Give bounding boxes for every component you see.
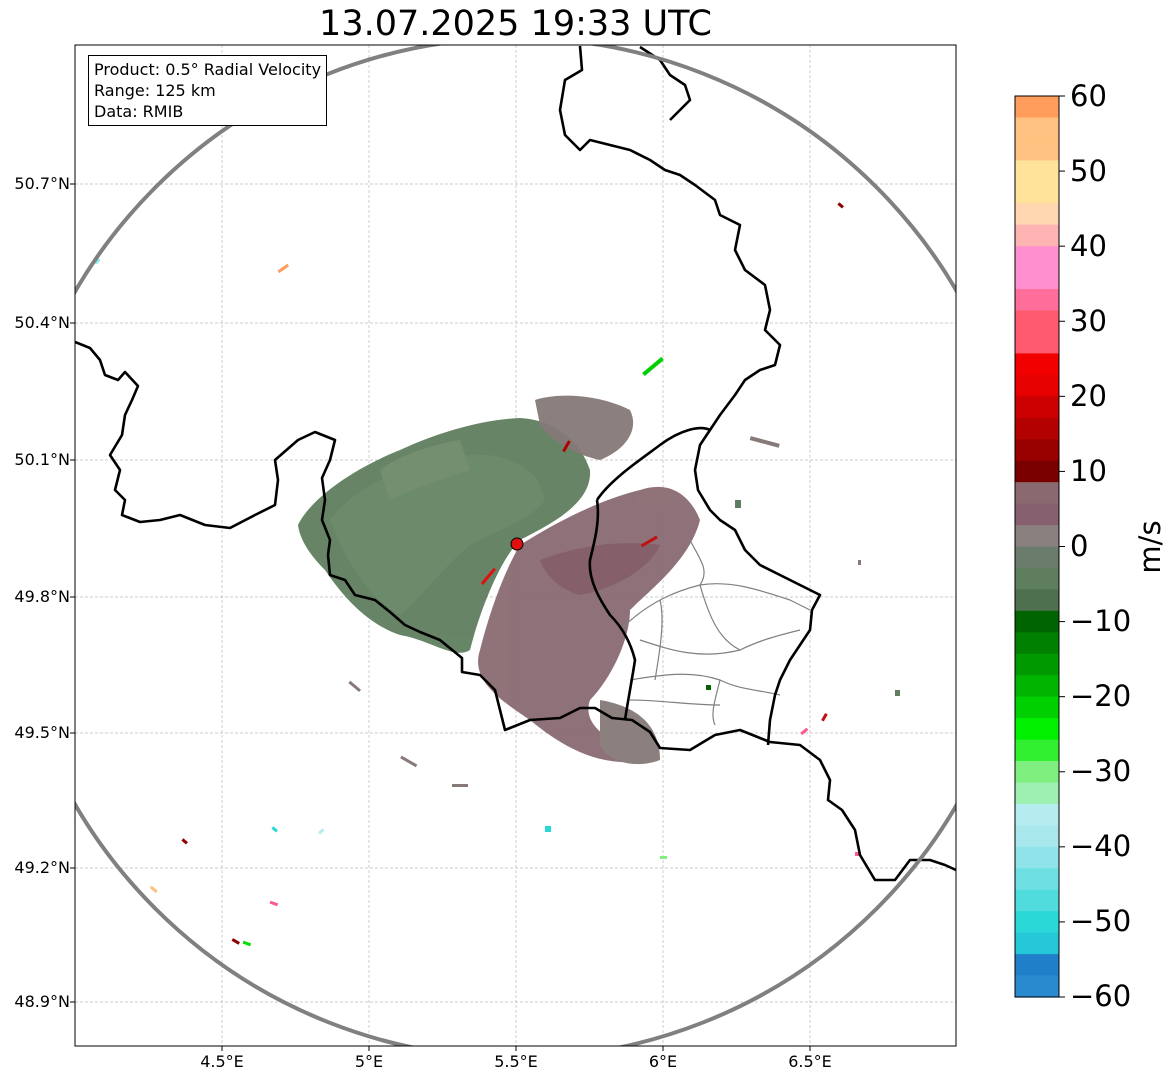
- colorbar-band: [1015, 889, 1059, 912]
- colorbar-band: [1015, 417, 1059, 440]
- colorbar-band: [1015, 589, 1059, 612]
- colorbar-band: [1015, 482, 1059, 505]
- colorbar-tick-label: −50: [1070, 904, 1132, 938]
- radar-site-marker: [510, 537, 524, 551]
- colorbar-band: [1015, 525, 1059, 548]
- colorbar-tick-label: 20: [1070, 379, 1107, 413]
- colorbar-band: [1015, 353, 1059, 376]
- province-borders: [619, 539, 811, 726]
- lon-label: 5°E: [354, 1052, 384, 1071]
- colorbar: [1014, 95, 1065, 998]
- colorbar-band: [1015, 374, 1059, 397]
- colorbar-band: [1015, 503, 1059, 526]
- colorbar-band: [1015, 675, 1059, 698]
- map-title: 13.07.2025 19:33 UTC: [319, 4, 712, 44]
- colorbar-band: [1015, 825, 1059, 848]
- lat-label: 50.1°N: [14, 450, 70, 469]
- colorbar-band: [1015, 138, 1059, 161]
- range-label: Range: 125 km: [94, 81, 216, 100]
- colorbar-band: [1015, 96, 1059, 119]
- colorbar-tick-label: −60: [1070, 979, 1132, 1013]
- colorbar-tick-label: −40: [1070, 829, 1132, 863]
- colorbar-tick-label: 40: [1070, 229, 1107, 263]
- colorbar-band: [1015, 803, 1059, 826]
- colorbar-tick-label: −20: [1070, 679, 1132, 713]
- lat-label: 50.4°N: [14, 313, 70, 332]
- product-label: Product: 0.5° Radial Velocity: [94, 60, 322, 79]
- axis-ticks: [70, 183, 811, 1051]
- colorbar-band: [1015, 975, 1059, 998]
- colorbar-band: [1015, 310, 1059, 333]
- colorbar-tick-label: −10: [1070, 604, 1132, 638]
- colorbar-band: [1015, 160, 1059, 183]
- lon-label: 4.5°E: [200, 1052, 244, 1071]
- lat-label: 49.8°N: [14, 587, 70, 606]
- data-source-label: Data: RMIB: [94, 102, 184, 121]
- colorbar-band: [1015, 739, 1059, 762]
- colorbar-band: [1015, 954, 1059, 977]
- colorbar-band: [1015, 696, 1059, 719]
- lat-label: 50.7°N: [14, 174, 70, 193]
- colorbar-band: [1015, 846, 1059, 869]
- colorbar-band: [1015, 267, 1059, 290]
- colorbar-tick-label: −30: [1070, 754, 1132, 788]
- colorbar-band: [1015, 546, 1059, 569]
- colorbar-band: [1015, 246, 1059, 269]
- colorbar-band: [1015, 396, 1059, 419]
- colorbar-band: [1015, 460, 1059, 483]
- colorbar-band: [1015, 224, 1059, 247]
- colorbar-band: [1015, 331, 1059, 355]
- colorbar-tick-label: 30: [1070, 304, 1107, 338]
- colorbar-band: [1015, 439, 1059, 462]
- lat-label: 49.5°N: [14, 723, 70, 742]
- lon-label: 6°E: [648, 1052, 678, 1071]
- colorbar-band: [1015, 868, 1059, 891]
- colorbar-band: [1015, 761, 1059, 784]
- radar-echo-specks: [94, 202, 900, 947]
- product-info-box: Product: 0.5° Radial Velocity Range: 125…: [88, 55, 328, 126]
- colorbar-band: [1015, 911, 1059, 934]
- colorbar-tick-label: 50: [1070, 154, 1107, 188]
- colorbar-band: [1015, 567, 1059, 590]
- colorbar-band: [1015, 718, 1059, 741]
- colorbar-band: [1015, 203, 1059, 226]
- colorbar-band: [1015, 181, 1059, 204]
- colorbar-tick-label: 0: [1070, 529, 1089, 563]
- colorbar-unit-label: m/s: [1133, 520, 1167, 574]
- colorbar-band: [1015, 289, 1059, 312]
- colorbar-band: [1015, 632, 1059, 655]
- colorbar-band: [1015, 653, 1059, 676]
- colorbar-band: [1015, 117, 1059, 140]
- lat-label: 49.2°N: [14, 858, 70, 877]
- colorbar-band: [1015, 932, 1059, 955]
- lat-label: 48.9°N: [14, 992, 70, 1011]
- colorbar-tick-label: 60: [1070, 79, 1107, 113]
- lon-label: 6.5°E: [788, 1052, 832, 1071]
- colorbar-band: [1015, 610, 1059, 633]
- radar-echo-brown: [478, 395, 700, 765]
- colorbar-band: [1015, 782, 1059, 805]
- radar-echo-green: [298, 418, 591, 653]
- colorbar-tick-label: 10: [1070, 454, 1107, 488]
- lon-label: 5.5°E: [494, 1052, 538, 1071]
